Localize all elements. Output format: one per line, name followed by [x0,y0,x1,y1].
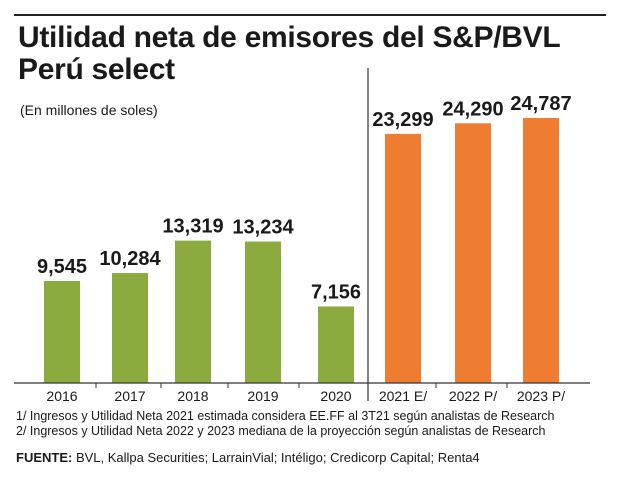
bar-2019 [245,241,281,383]
tick-marks [95,383,508,388]
source-text: BVL, Kallpa Securities; LarrainVial; Int… [72,450,480,465]
value-label: 10,284 [99,248,161,270]
x-tick-label: 2022 P/ [449,388,497,404]
bar-2023p [523,118,559,383]
x-tick-label: 2023 P/ [517,388,565,404]
chart-subtitle: (En millones de soles) [20,102,158,118]
bars-group [44,118,559,383]
x-tick-label: 2019 [247,388,278,404]
bar-2021e [385,133,421,383]
bar-2020 [318,306,354,383]
source-line: FUENTE: BVL, Kallpa Securities; LarrainV… [16,450,480,465]
x-tick-label: 2018 [177,388,208,404]
footnote-1: 1/ Ingresos y Utilidad Neta 2021 estimad… [16,409,555,423]
bar-2016 [44,280,80,383]
x-tick-label: 2021 E/ [379,388,427,404]
x-tick-label: 2017 [114,388,145,404]
value-label: 9,545 [37,256,87,278]
top-rule [14,14,606,16]
x-tick-label: 2020 [320,388,351,404]
footnote-2: 2/ Ingresos y Utilidad Neta 2022 y 2023 … [16,424,546,438]
footnotes: 1/ Ingresos y Utilidad Neta 2021 estimad… [16,409,555,439]
x-tick-labels: 2016 2017 2018 2019 2020 2021 E/2022 P/2023 P… [46,388,565,404]
value-label: 24,787 [510,93,571,115]
value-label: 24,290 [442,98,503,120]
x-tick-label: 2016 [46,388,77,404]
value-label: 13,319 [162,216,223,238]
chart-title: Utilidad neta de emisores del S&P/BVL Pe… [18,21,560,86]
bar-2017 [112,273,148,383]
source-label: FUENTE: [16,450,73,465]
bar-2018 [175,240,211,383]
value-label: 7,156 [311,281,361,303]
value-label: 23,299 [372,109,433,131]
bar-2022p [455,123,491,383]
value-label: 13,234 [232,217,294,239]
